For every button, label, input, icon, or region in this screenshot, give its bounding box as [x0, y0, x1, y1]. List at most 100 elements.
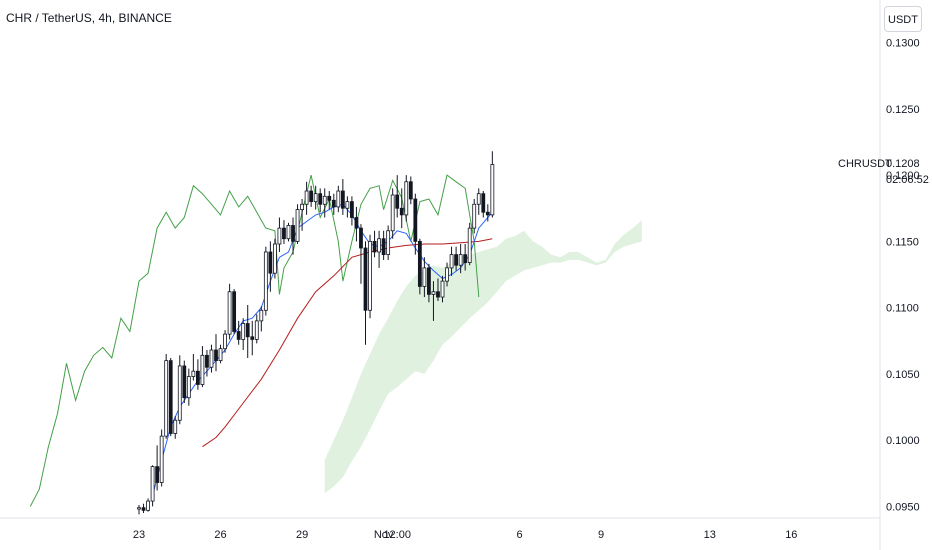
candle-body	[408, 181, 413, 200]
candle-body	[223, 333, 227, 350]
price-axis[interactable]: 0.1300 0.1250 0.1200 0.1150 0.1100 0.1050 0.10…	[886, 38, 920, 514]
candle-body	[254, 320, 259, 340]
candle-body	[227, 291, 232, 335]
candle-body	[386, 230, 391, 256]
candle-body	[286, 225, 291, 240]
price-tick-label: 0.1300	[886, 38, 920, 50]
candle-body	[395, 194, 400, 209]
price-tick-label: 0.1200	[886, 170, 920, 182]
candle-body	[250, 336, 255, 340]
time-tick-label: Nov	[374, 529, 394, 541]
candle-body	[327, 195, 332, 201]
time-tick-label: 23	[133, 529, 145, 541]
candle-body	[449, 254, 454, 269]
price-tick-label: 0.0950	[886, 501, 920, 513]
countdown-label: 02:06:52	[886, 174, 929, 186]
candle-body	[377, 238, 381, 253]
candle-body	[390, 194, 395, 232]
candle-body	[272, 243, 277, 274]
ichimoku-cloud	[324, 220, 642, 494]
candle-body	[236, 331, 241, 340]
candle-body	[191, 370, 196, 377]
candle-body	[359, 227, 363, 249]
candle-body	[340, 190, 345, 209]
candle-body	[141, 507, 146, 511]
candle-body	[427, 267, 431, 295]
candle-body	[150, 466, 155, 502]
candle-body	[481, 193, 486, 213]
conversion-line	[152, 203, 493, 496]
candle-body	[159, 435, 164, 483]
candle-body	[277, 227, 282, 245]
candle-body	[282, 227, 286, 240]
base-line	[202, 238, 493, 448]
time-tick-label: 26	[214, 529, 226, 541]
candle-body	[368, 240, 372, 311]
candle-body	[372, 240, 377, 253]
candle-body	[245, 323, 250, 338]
candle-body	[345, 201, 350, 209]
candle-body	[295, 209, 300, 242]
candles	[137, 151, 495, 515]
candle-body	[354, 217, 359, 229]
price-tick-label: 0.1000	[886, 435, 920, 447]
candle-body	[490, 164, 495, 216]
time-tick-label: 12:00	[383, 529, 411, 541]
candle-body	[445, 267, 449, 282]
candle-body	[209, 349, 214, 368]
candle-body	[322, 195, 327, 205]
candle-body	[463, 254, 468, 263]
candle-body	[417, 240, 422, 287]
time-tick-label: 13	[704, 529, 716, 541]
candle-body	[440, 280, 445, 298]
candle-body	[263, 251, 268, 311]
candle-body	[291, 225, 295, 242]
candle-body	[476, 193, 481, 205]
candle-body	[164, 360, 169, 437]
candle-body	[431, 291, 436, 295]
candle-body	[318, 193, 323, 205]
price-tick-label: 0.1250	[886, 104, 920, 116]
currency-button[interactable]: USDT	[884, 6, 922, 32]
candle-body	[472, 203, 477, 229]
candle-body	[177, 365, 182, 421]
time-tick-label: 6	[516, 529, 522, 541]
candle-body	[259, 309, 264, 322]
candle-body	[214, 349, 218, 362]
candle-body	[363, 247, 368, 311]
price-tick-label: 0.1050	[886, 369, 920, 381]
candle-body	[155, 466, 160, 483]
candle-body	[413, 198, 418, 242]
candle-body	[422, 267, 427, 287]
price-tick-label: 0.1100	[886, 303, 919, 315]
candle-body	[304, 190, 309, 205]
candle-body	[241, 323, 246, 340]
candle-body	[186, 376, 191, 399]
candle-body	[313, 193, 318, 203]
price-tick-label: 0.1150	[886, 236, 919, 248]
candle-body	[205, 354, 209, 368]
candle-body	[436, 291, 440, 298]
candle-body	[146, 500, 150, 511]
candle-body	[458, 254, 463, 266]
candle-body	[182, 365, 187, 399]
candle-body	[404, 181, 409, 216]
time-tick-label: 16	[785, 529, 797, 541]
price-readout: CHRUSDT 0.1208 02:06:52	[838, 158, 929, 186]
candle-body	[381, 238, 386, 256]
candle-body	[137, 507, 141, 510]
candle-body	[399, 207, 404, 216]
cloud-area	[324, 220, 642, 494]
candle-body	[336, 190, 341, 208]
candle-body	[300, 203, 304, 210]
chart-title: CHR / TetherUS, 4h, BINANCE	[6, 11, 172, 25]
candle-body	[309, 190, 314, 203]
candle-body	[218, 348, 223, 362]
candle-body	[195, 370, 200, 385]
candle-body	[331, 199, 336, 208]
candle-body	[268, 251, 273, 274]
candle-body	[454, 254, 459, 266]
time-tick-label: 9	[598, 529, 604, 541]
